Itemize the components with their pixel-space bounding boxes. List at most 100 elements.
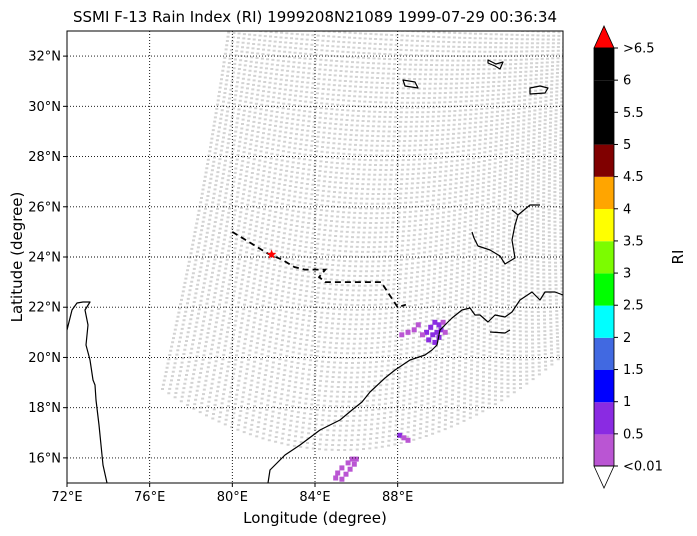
y-axis-ticks: 16°N 18°N 20°N 22°N 24°N 26°N 28°N 30°N 32°N: [28, 50, 67, 466]
colorbar-tick-label: 2.5: [623, 299, 644, 314]
y-tick-label: 16°N: [28, 451, 61, 466]
coastline-segment: [402, 79, 419, 89]
x-tick-label: 88°E: [382, 490, 413, 505]
y-tick-label: 18°N: [28, 401, 61, 416]
colorbar-tick-label: 5.5: [623, 106, 644, 121]
y-tick-label: 24°N: [28, 251, 61, 266]
rain-cell: [397, 432, 403, 438]
coastline-segment: [267, 291, 563, 483]
colorbar-ticks: <0.01 0.5 1 1.5 2 2.5 3 3.5 4 4.5 5 5.5 6 >6.5: [614, 42, 663, 475]
x-tick-label: 80°E: [217, 490, 248, 505]
rain-cell: [339, 465, 345, 471]
colorbar-bin: [594, 402, 614, 435]
colorbar-bin: [594, 176, 614, 209]
x-axis-label: Longitude (degree): [243, 509, 387, 527]
swath-samples: [161, 31, 563, 451]
rain-cell: [405, 437, 411, 443]
x-tick-label: 84°E: [299, 490, 330, 505]
rain-cell: [428, 324, 434, 330]
plot-area: [66, 30, 564, 484]
coastline-segment: [487, 59, 504, 70]
colorbar-tick-label: 3: [623, 267, 631, 282]
colorbar-tick-label: <0.01: [623, 460, 663, 475]
coastlines: [67, 59, 563, 483]
colorbar-bin: [594, 337, 614, 370]
rain-cell: [420, 332, 425, 338]
coastline-segment: [471, 231, 475, 239]
colorbar: [593, 25, 615, 489]
coastline-segment: [511, 209, 519, 216]
storm-position: [266, 249, 277, 259]
rain-cell: [347, 466, 353, 472]
y-axis-label: Latitude (degree): [8, 192, 26, 323]
colorbar-frame: [593, 47, 615, 467]
rain-cell: [349, 456, 355, 462]
colorbar-tick-label: 6: [623, 74, 631, 89]
colorbar-tick-label: 5: [623, 138, 631, 153]
rain-cell: [438, 327, 444, 333]
colorbar-tick-label: >6.5: [623, 42, 655, 57]
coastline-segment: [529, 85, 549, 95]
rain-cells: [333, 319, 448, 482]
rain-cell: [432, 319, 438, 325]
storm-position-marker: [266, 249, 277, 259]
rain-cell: [434, 329, 440, 335]
map-title: SSMI F-13 Rain Index (RI) 1999208N21089 …: [73, 8, 557, 26]
rain-cell: [345, 460, 351, 466]
x-tick-label: 72°E: [51, 490, 82, 505]
rain-cell: [442, 329, 448, 335]
y-tick-label: 28°N: [28, 150, 61, 165]
y-tick-label: 22°N: [28, 301, 61, 316]
rain-cell: [436, 322, 442, 328]
x-axis-ticks: 72°E 76°E 80°E 84°E 88°E: [51, 483, 413, 505]
rain-cell: [430, 332, 436, 338]
colorbar-over-arrow: [593, 25, 615, 49]
y-tick-label: 20°N: [28, 351, 61, 366]
coastline-segment: [473, 204, 540, 265]
y-tick-label: 32°N: [28, 50, 61, 65]
colorbar-tick-label: 1.5: [623, 363, 644, 378]
colorbar-bin: [594, 209, 614, 242]
colorbar-bin: [594, 273, 614, 306]
colorbar-tick-label: 2: [623, 331, 631, 346]
rain-cell: [424, 329, 430, 335]
coastline-segment: [489, 329, 511, 334]
colorbar-bin: [594, 370, 614, 403]
y-tick-label: 26°N: [28, 200, 61, 215]
rain-cell: [411, 327, 417, 333]
colorbar-tick-label: 3.5: [623, 234, 644, 249]
rain-cell: [405, 329, 411, 335]
colorbar-label: RI: [669, 250, 687, 265]
coastline-segment: [67, 301, 108, 483]
colorbar-bin: [594, 80, 614, 145]
rain-cell: [399, 332, 405, 338]
x-tick-label: 76°E: [134, 490, 165, 505]
rain-cell: [339, 476, 345, 482]
rain-cell: [351, 461, 357, 467]
gridlines: [67, 31, 563, 483]
rain-cell: [415, 322, 421, 328]
colorbar-bin: [594, 434, 614, 466]
rain-cell: [333, 475, 339, 481]
colorbar-bin: [594, 48, 614, 81]
colorbar-bin: [594, 241, 614, 274]
colorbar-bin: [594, 144, 614, 177]
y-tick-label: 30°N: [28, 100, 61, 115]
colorbar-tick-label: 4.5: [623, 170, 644, 185]
colorbar-tick-label: 0.5: [623, 427, 644, 442]
storm-track: [231, 231, 407, 309]
rain-cell: [343, 471, 349, 477]
colorbar-under-arrow: [593, 465, 615, 489]
rain-cell: [440, 319, 446, 325]
rain-cell: [426, 337, 432, 343]
colorbar-tick-label: 4: [623, 202, 631, 217]
track-line: [231, 231, 407, 309]
ssmi-swath: [161, 31, 563, 451]
rain-cell: [401, 435, 407, 441]
colorbar-tick-label: 1: [623, 395, 631, 410]
rain-cell: [335, 470, 341, 476]
rain-cell: [432, 339, 438, 345]
colorbar-bin: [594, 305, 614, 338]
rain-cell: [353, 456, 359, 462]
